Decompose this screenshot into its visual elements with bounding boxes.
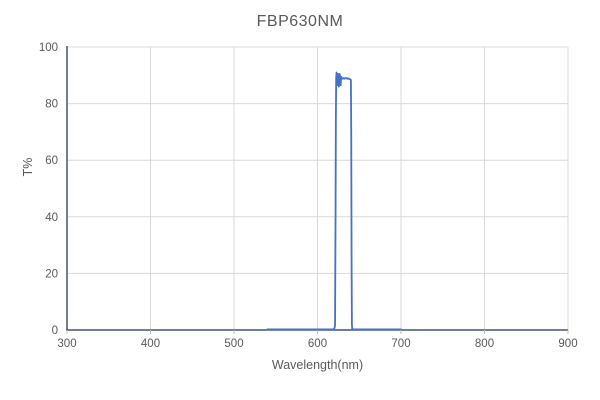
y-tick-label: 0: [52, 325, 58, 337]
x-axis-title: Wavelength(nm): [271, 358, 364, 372]
chart-title: FBP630NM: [256, 13, 344, 30]
x-tick-label: 500: [224, 338, 243, 350]
x-tick-label: 300: [57, 338, 76, 350]
x-tick-label: 800: [475, 338, 494, 350]
y-tick-label: 40: [45, 212, 58, 224]
x-tick-label: 400: [141, 338, 160, 350]
spectrum-line: [266, 71, 402, 331]
y-tick-label: 60: [45, 155, 58, 167]
y-tick-label: 100: [39, 42, 58, 54]
y-tick-label: 80: [45, 99, 58, 111]
x-tick-label: 900: [558, 338, 577, 350]
x-tick-label: 700: [391, 338, 410, 350]
y-tick-label: 20: [45, 268, 58, 280]
x-tick-label: 600: [308, 338, 327, 350]
